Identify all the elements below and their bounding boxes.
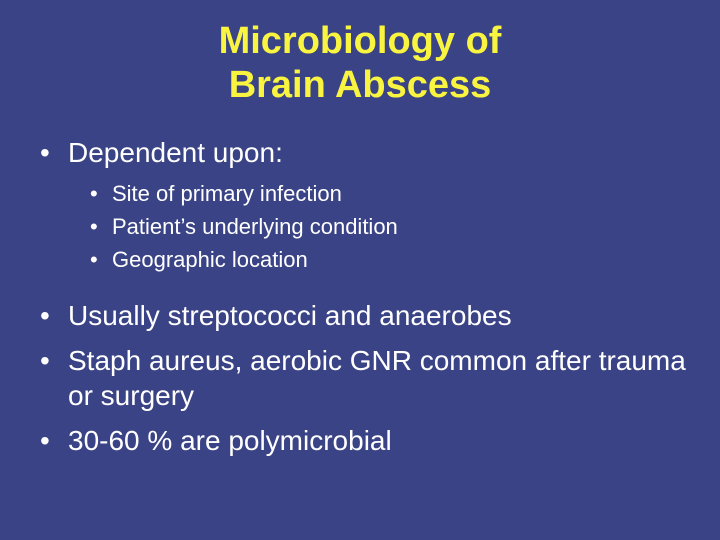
- title-line-2: Brain Abscess: [229, 64, 492, 106]
- bullet-text: Dependent upon:: [68, 137, 283, 168]
- sub-bullet-text: Site of primary infection: [112, 181, 342, 206]
- bullet-item: Staph aureus, aerobic GNR common after t…: [40, 343, 690, 413]
- bullet-text: 30-60 % are polymicrobial: [68, 425, 392, 456]
- slide-title: Microbiology of Brain Abscess: [130, 20, 590, 107]
- slide: Microbiology of Brain Abscess Dependent …: [0, 0, 720, 540]
- sub-bullet-group: Site of primary infection Patient’s unde…: [30, 180, 690, 274]
- bullet-list: Dependent upon: Site of primary infectio…: [30, 135, 690, 458]
- bullet-text: Staph aureus, aerobic GNR common after t…: [68, 345, 686, 411]
- sub-bullet-text: Patient’s underlying condition: [112, 214, 398, 239]
- sub-bullet-text: Geographic location: [112, 247, 308, 272]
- title-line-1: Microbiology of: [219, 20, 502, 62]
- sub-bullet-item: Patient’s underlying condition: [90, 213, 690, 242]
- bullet-item: Usually streptococci and anaerobes: [40, 298, 690, 333]
- bullet-item: 30-60 % are polymicrobial: [40, 423, 690, 458]
- sub-bullet-item: Geographic location: [90, 246, 690, 275]
- bullet-item: Dependent upon:: [40, 135, 690, 170]
- bullet-text: Usually streptococci and anaerobes: [68, 300, 512, 331]
- sub-bullet-item: Site of primary infection: [90, 180, 690, 209]
